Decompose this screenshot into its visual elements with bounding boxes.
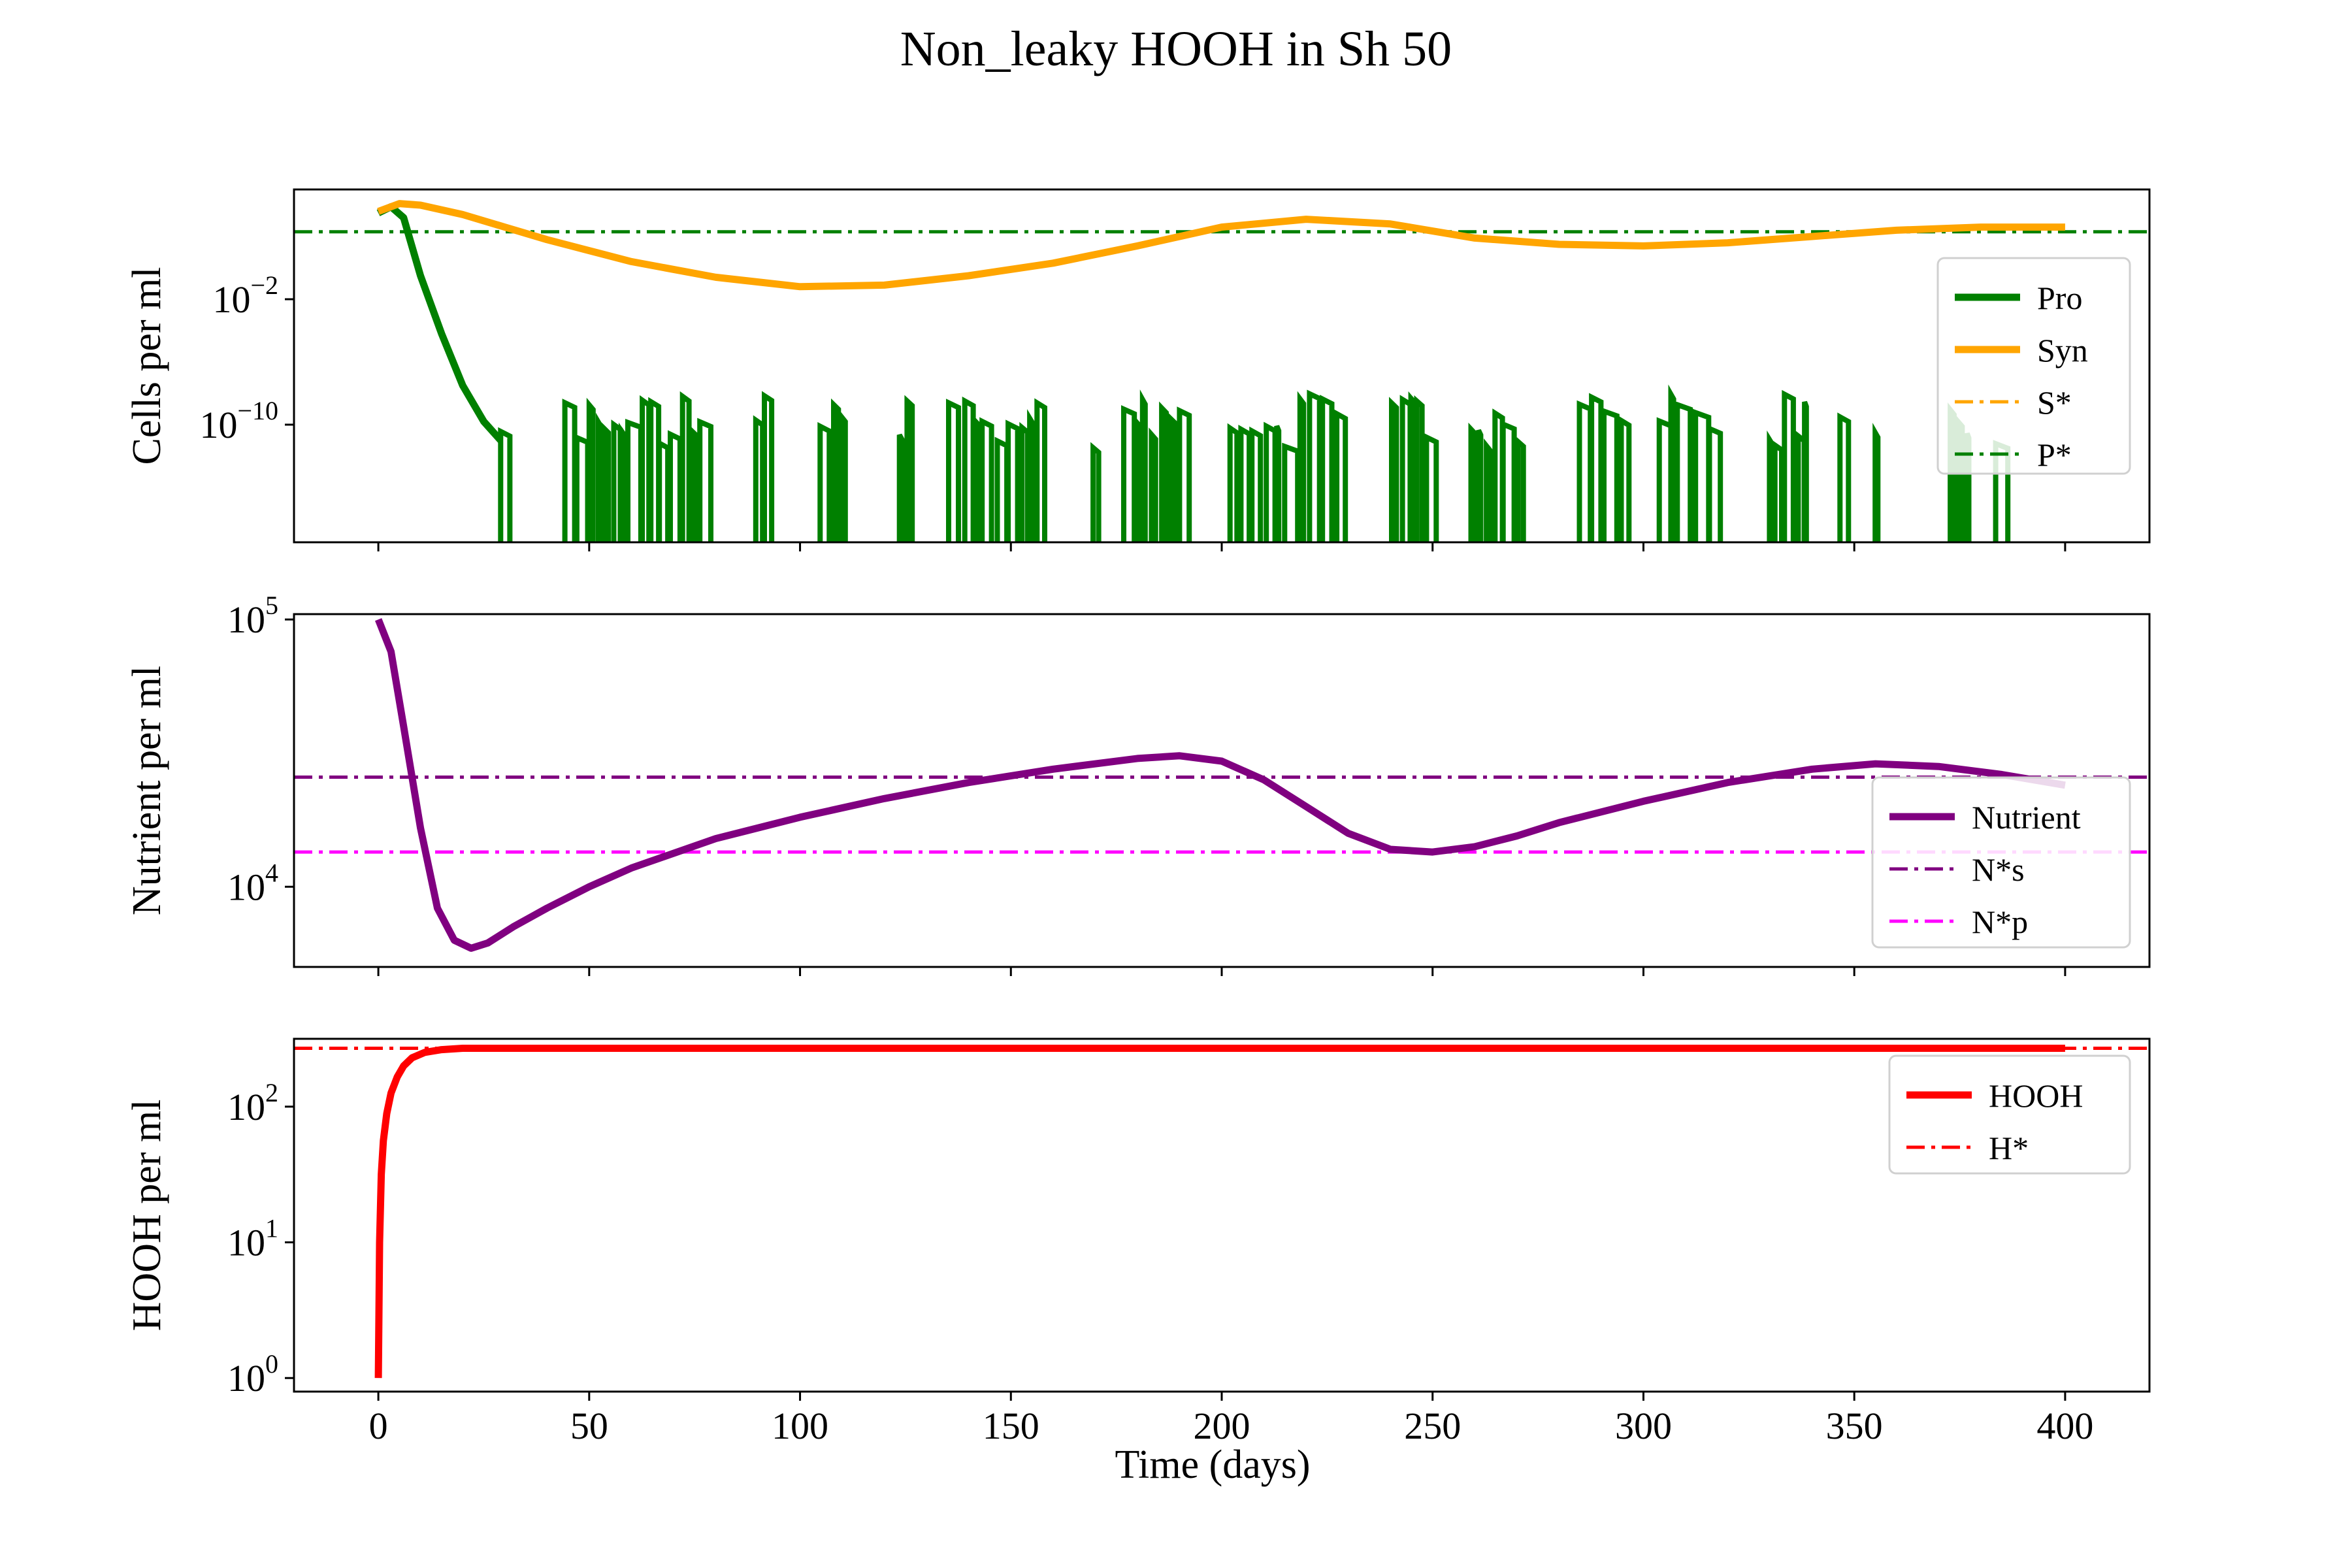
legend-label-s: S* (2037, 384, 2072, 421)
legend-label-n-s: N*s (1972, 851, 2025, 888)
panel-1: 10−10 10−2 Cells per ml Pro Syn S* P* (125, 188, 2151, 551)
series-syn-line (377, 200, 2065, 291)
legend-label-n-p: N*p (1972, 904, 2028, 940)
y-tick-label: 104 (227, 858, 278, 908)
plot-area-2 (294, 618, 2149, 952)
plot-area-1 (294, 200, 2149, 542)
legend-label-hooh: HOOH (1989, 1077, 2083, 1114)
x-tick-label: 350 (1826, 1405, 1883, 1447)
plot-area-3 (294, 1045, 2149, 1379)
legend-box (1936, 257, 2131, 475)
x-axis-label: Time (days) (1115, 1443, 1310, 1487)
y-tick-label: 105 (227, 591, 278, 641)
y-axis-label: Nutrient per ml (125, 666, 169, 915)
x-tick-label: 250 (1404, 1405, 1461, 1447)
series-hooh-line (374, 1045, 2065, 1379)
legend-label-p: P* (2037, 436, 2072, 473)
legend-label-pro: Pro (2037, 280, 2082, 316)
y-axis-label: Cells per ml (125, 267, 169, 465)
legend: Nutrient N*s N*p (1871, 776, 2131, 949)
panel-3: 0 50 100 150 200 250 300 350 400 100 101 102 HOOH pe… (125, 1037, 2151, 1447)
x-tick-label: 0 (369, 1405, 388, 1447)
y-tick-label: 10−10 (199, 396, 278, 446)
x-tick-label: 400 (2036, 1405, 2093, 1447)
series-nutrient-line (374, 618, 2066, 952)
x-tick-label: 150 (983, 1405, 1039, 1447)
legend-label-syn: Syn (2037, 332, 2088, 368)
x-tick-label: 200 (1194, 1405, 1250, 1447)
panel-2: 104 105 Nutrient per ml Nutrient N*s N*p (125, 591, 2151, 976)
legend: Pro Syn S* P* (1936, 257, 2131, 475)
y-axis-label: HOOH per ml (125, 1100, 169, 1331)
y-tick-label: 100 (227, 1349, 278, 1399)
y-tick-label: 102 (227, 1078, 278, 1128)
x-tick-label: 50 (570, 1405, 608, 1447)
legend-label-nutrient: Nutrient (1972, 799, 2081, 836)
y-tick-label: 101 (227, 1214, 278, 1264)
series-pro-spikes (498, 384, 2011, 542)
legend: HOOH H* (1888, 1054, 2131, 1175)
y-tick-label: 10−2 (212, 270, 278, 321)
x-tick-label: 300 (1615, 1405, 1672, 1447)
legend-box (1888, 1054, 2131, 1175)
figure-title: Non_leaky HOOH in Sh 50 (900, 22, 1452, 76)
x-tick-label: 100 (772, 1405, 828, 1447)
legend-label-h: H* (1989, 1130, 2029, 1166)
